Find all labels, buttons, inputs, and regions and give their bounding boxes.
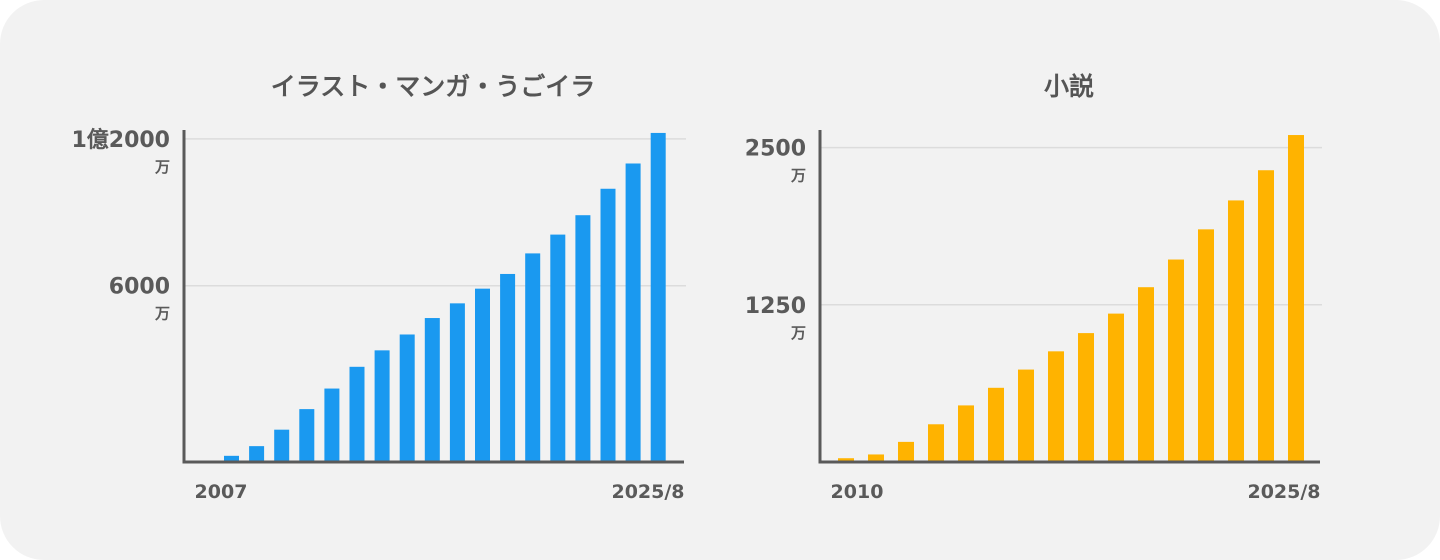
bar bbox=[299, 409, 315, 462]
x-label-start: 2010 bbox=[831, 481, 884, 503]
bar bbox=[249, 446, 265, 462]
chart-title: 小説 bbox=[1044, 72, 1094, 101]
axes bbox=[182, 130, 684, 464]
y-tick-label: 1億2000 bbox=[71, 127, 170, 153]
bar bbox=[349, 366, 365, 462]
bar bbox=[500, 273, 516, 462]
bar bbox=[424, 318, 440, 462]
bar bbox=[1018, 369, 1034, 462]
bar bbox=[475, 288, 490, 462]
axes bbox=[818, 130, 1320, 464]
bar bbox=[1048, 351, 1064, 462]
bar bbox=[449, 303, 465, 462]
bar bbox=[928, 424, 944, 462]
bar bbox=[399, 334, 415, 462]
bar bbox=[274, 429, 290, 462]
y-tick-label: 6000 bbox=[109, 275, 170, 300]
bar bbox=[575, 215, 591, 462]
y-tick-unit: 万 bbox=[154, 158, 170, 176]
bar bbox=[625, 163, 641, 462]
bar bbox=[1258, 170, 1274, 462]
bar bbox=[1168, 259, 1184, 462]
bar bbox=[1288, 135, 1304, 462]
bar bbox=[550, 234, 566, 462]
bar bbox=[374, 350, 390, 462]
y-tick-unit: 万 bbox=[790, 167, 806, 185]
bar bbox=[1078, 333, 1094, 462]
bar bbox=[224, 455, 239, 462]
y-tick-unit: 万 bbox=[790, 324, 806, 342]
y-tick-label: 1250 bbox=[745, 294, 806, 319]
bar bbox=[1198, 229, 1214, 462]
bar bbox=[898, 441, 914, 462]
bar bbox=[1138, 287, 1154, 462]
bar bbox=[600, 188, 616, 463]
bar bbox=[525, 253, 541, 462]
bar bbox=[868, 454, 884, 462]
bar bbox=[324, 388, 340, 462]
bar bbox=[1228, 200, 1244, 462]
bar bbox=[958, 405, 974, 462]
bar bbox=[1108, 313, 1124, 462]
x-label-end: 2025/8 bbox=[611, 481, 684, 503]
bar bbox=[988, 387, 1004, 462]
x-label-end: 2025/8 bbox=[1247, 481, 1320, 503]
chart-title: イラスト・マンガ・うごイラ bbox=[271, 72, 596, 101]
chart-illust-manga-ugoira: イラスト・マンガ・うごイラ 6000 万 1億2000 万 2007 2025/8 bbox=[71, 72, 686, 503]
bar bbox=[838, 458, 854, 462]
chart-novel: 小説 1250 万 2500 万 2010 2025/8 bbox=[745, 72, 1322, 503]
x-label-start: 2007 bbox=[195, 481, 248, 503]
bar bbox=[650, 132, 666, 462]
y-tick-unit: 万 bbox=[154, 305, 170, 323]
y-tick-label: 2500 bbox=[745, 137, 806, 162]
